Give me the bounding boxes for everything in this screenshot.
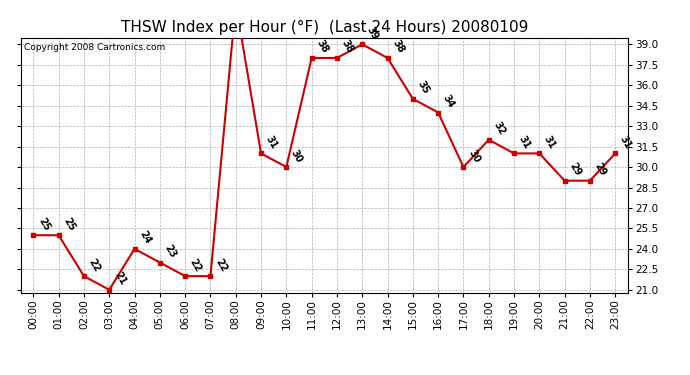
Text: 34: 34 bbox=[441, 93, 456, 110]
Text: 29: 29 bbox=[593, 161, 608, 178]
Text: 24: 24 bbox=[137, 230, 152, 246]
Text: 42: 42 bbox=[0, 374, 1, 375]
Text: 39: 39 bbox=[365, 25, 380, 42]
Text: 35: 35 bbox=[415, 80, 431, 96]
Text: 30: 30 bbox=[466, 148, 482, 164]
Text: 22: 22 bbox=[87, 256, 102, 273]
Text: 22: 22 bbox=[188, 256, 204, 273]
Text: 30: 30 bbox=[289, 148, 304, 164]
Text: 38: 38 bbox=[315, 38, 330, 55]
Text: 38: 38 bbox=[339, 38, 355, 55]
Text: 25: 25 bbox=[36, 216, 52, 232]
Text: 31: 31 bbox=[517, 134, 532, 151]
Text: 29: 29 bbox=[567, 161, 583, 178]
Title: THSW Index per Hour (°F)  (Last 24 Hours) 20080109: THSW Index per Hour (°F) (Last 24 Hours)… bbox=[121, 20, 528, 35]
Text: 31: 31 bbox=[542, 134, 558, 151]
Text: 38: 38 bbox=[391, 38, 406, 55]
Text: 23: 23 bbox=[163, 243, 178, 260]
Text: 31: 31 bbox=[618, 134, 633, 151]
Text: 25: 25 bbox=[61, 216, 77, 232]
Text: 22: 22 bbox=[213, 256, 228, 273]
Text: 31: 31 bbox=[264, 134, 279, 151]
Text: 21: 21 bbox=[112, 270, 128, 287]
Text: 32: 32 bbox=[491, 120, 507, 137]
Text: Copyright 2008 Cartronics.com: Copyright 2008 Cartronics.com bbox=[23, 43, 165, 52]
